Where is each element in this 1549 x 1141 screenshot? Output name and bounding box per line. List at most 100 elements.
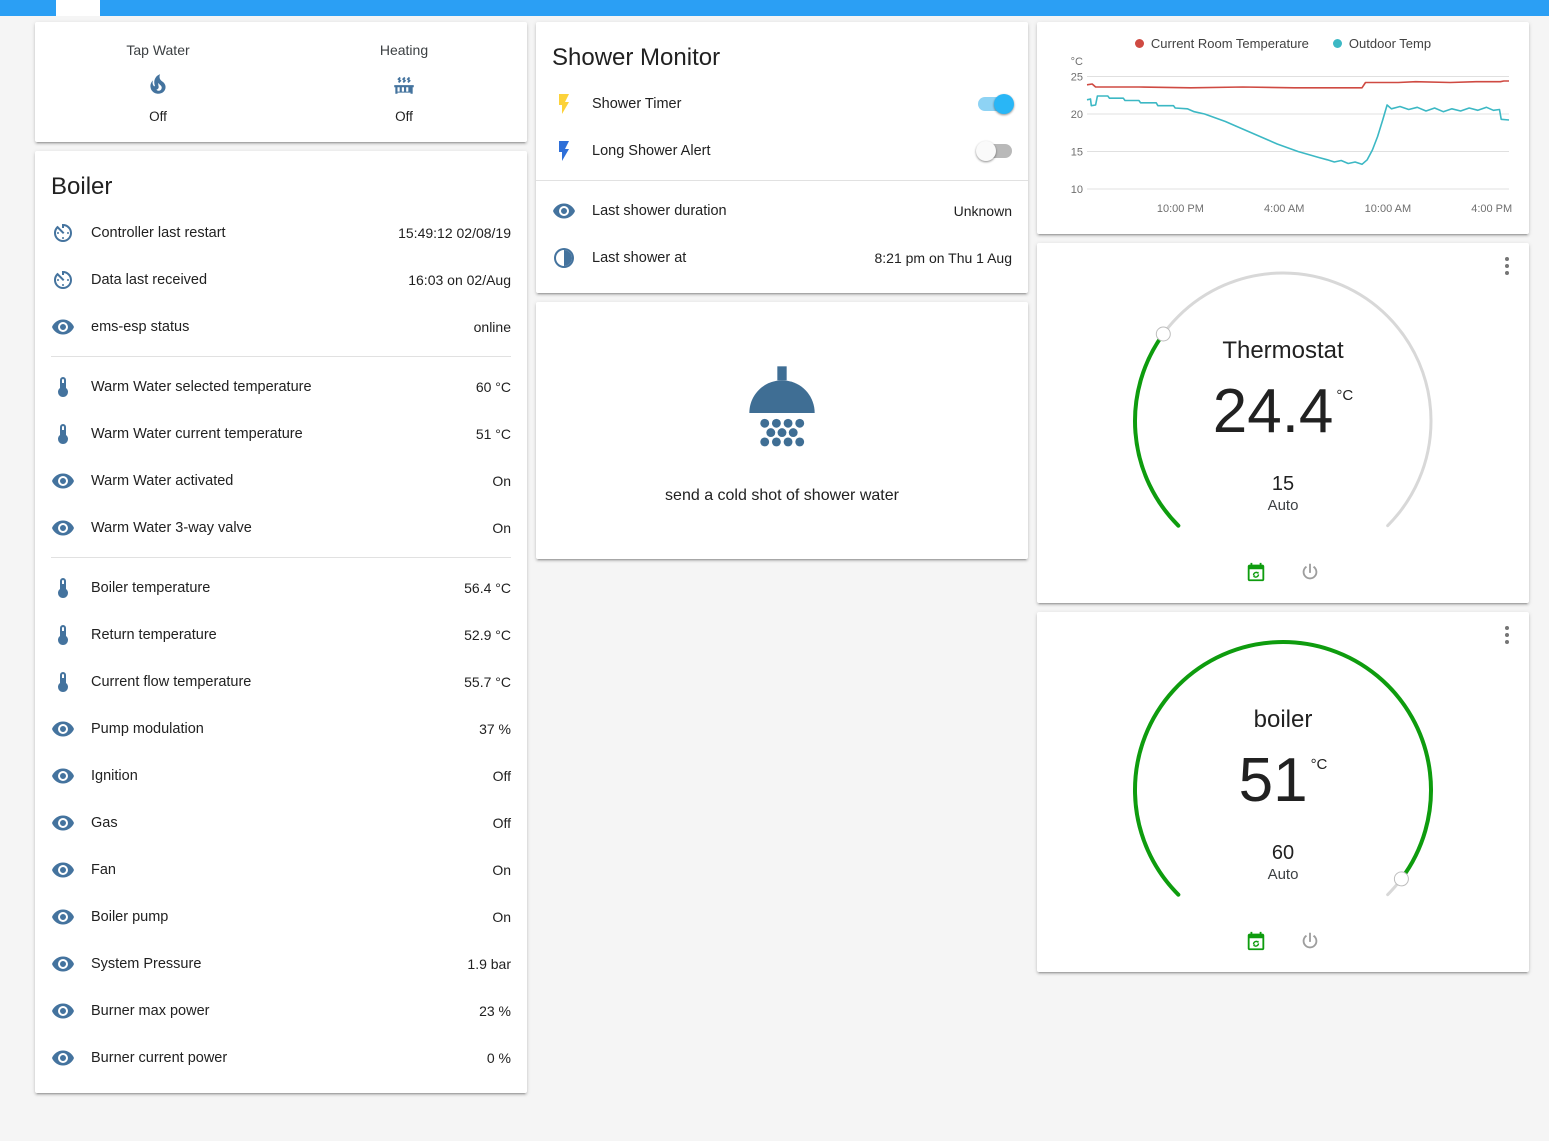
entity-name: Ignition xyxy=(91,767,138,784)
glance-card: Tap Water Off Heating Off xyxy=(35,22,527,142)
dial-handle[interactable] xyxy=(1155,326,1171,342)
divider xyxy=(51,356,511,357)
temperature-dial: Thermostat 24.4 °C 15 Auto xyxy=(1127,265,1439,577)
dial-actions xyxy=(1037,930,1529,952)
dial-actions xyxy=(1037,561,1529,583)
entity-row[interactable]: Data last received 16:03 on 02/Aug xyxy=(51,256,511,303)
entity-name: Warm Water activated xyxy=(91,472,234,489)
card-title: Shower Monitor xyxy=(552,44,721,71)
temperature-unit: °C xyxy=(1310,756,1328,773)
entity-value: 0 % xyxy=(486,1049,511,1066)
power-icon[interactable] xyxy=(1299,561,1321,583)
glance-label: Heating xyxy=(379,42,429,58)
entity-row[interactable]: Long Shower Alert xyxy=(552,127,1012,174)
temperature-dial: boiler 51 °C 60 Auto xyxy=(1127,634,1439,946)
entity-row[interactable]: Controller last restart 15:49:12 02/08/19 xyxy=(51,209,511,256)
entity-row[interactable]: Boiler pump On xyxy=(51,893,511,940)
entity-row[interactable]: Warm Water activated On xyxy=(51,457,511,504)
entity-name: Last shower duration xyxy=(592,202,727,219)
entity-name: Controller last restart xyxy=(91,224,226,241)
entity-row[interactable]: ems-esp status online xyxy=(51,303,511,350)
top-app-bar xyxy=(0,0,1549,16)
legend-dot xyxy=(1332,39,1342,48)
entity-value: 55.7 °C xyxy=(464,673,511,690)
entity-name: Last shower at xyxy=(592,249,687,266)
eye-icon xyxy=(51,764,75,788)
entity-value: 8:21 pm on Thu 1 Aug xyxy=(874,249,1012,266)
entity-list: Controller last restart 15:49:12 02/08/19… xyxy=(35,209,527,1093)
entity-row[interactable]: Return temperature 52.9 °C xyxy=(51,611,511,658)
eye-icon xyxy=(51,469,75,493)
av-timer-icon xyxy=(51,268,75,292)
entity-name: Warm Water current temperature xyxy=(91,425,303,442)
svg-text:20: 20 xyxy=(1071,109,1083,121)
eye-icon xyxy=(51,858,75,882)
current-temperature: 24.4 °C xyxy=(1212,377,1354,446)
more-options-button[interactable] xyxy=(1503,624,1511,649)
toggle-switch[interactable] xyxy=(978,93,1014,114)
svg-text:4:00 AM: 4:00 AM xyxy=(1264,203,1304,215)
current-temperature: 51 °C xyxy=(1238,746,1328,815)
entity-row[interactable]: Burner current power 0 % xyxy=(51,1034,511,1081)
entity-value: 60 °C xyxy=(475,378,511,395)
hvac-mode: Auto xyxy=(1267,497,1299,514)
svg-text:10: 10 xyxy=(1071,184,1083,196)
thermostat-card: Thermostat 24.4 °C 15 Auto xyxy=(1037,243,1529,603)
boiler-entities-card: Boiler Controller last restart 15:49:12 0… xyxy=(35,151,527,1093)
glance-item[interactable]: Tap Water Off xyxy=(35,42,281,124)
entity-value: Unknown xyxy=(953,202,1012,219)
entity-name: Burner max power xyxy=(91,1002,210,1019)
entity-row[interactable]: Shower Timer xyxy=(552,80,1014,127)
shower-button-card[interactable]: send a cold shot of shower water xyxy=(536,302,1028,559)
entity-row[interactable]: Warm Water 3-way valve On xyxy=(51,504,511,551)
entity-row[interactable]: System Pressure 1.9 bar xyxy=(51,940,511,987)
setpoint-temperature[interactable]: 60 xyxy=(1271,842,1295,864)
divider xyxy=(51,557,511,558)
entity-value: 52.9 °C xyxy=(464,626,511,643)
entity-name: System Pressure xyxy=(91,955,202,972)
entity-row[interactable]: Pump modulation 37 % xyxy=(51,705,511,752)
calendar-sync-icon[interactable] xyxy=(1245,561,1267,583)
dial-title: boiler xyxy=(1253,706,1313,733)
entity-value: 23 % xyxy=(479,1002,511,1019)
entity-row[interactable]: Burner max power 23 % xyxy=(51,987,511,1034)
thermometer-icon xyxy=(51,422,75,446)
flash-blue-icon xyxy=(552,139,576,163)
entity-name: Warm Water selected temperature xyxy=(91,378,312,395)
toggle-switch[interactable] xyxy=(976,140,1012,161)
entity-name: Boiler pump xyxy=(91,908,169,925)
entity-row[interactable]: Boiler temperature 56.4 °C xyxy=(51,564,511,611)
entity-value: 51 °C xyxy=(475,425,511,442)
toggle-knob xyxy=(976,140,996,161)
svg-text:10:00 AM: 10:00 AM xyxy=(1365,203,1411,215)
entity-name: Burner current power xyxy=(91,1049,228,1066)
boiler-dial-card: boiler 51 °C 60 Auto xyxy=(1037,612,1529,972)
entity-row[interactable]: Ignition Off xyxy=(51,752,511,799)
calendar-sync-icon[interactable] xyxy=(1245,930,1267,952)
active-tab-indicator[interactable] xyxy=(56,0,100,16)
radiator-icon xyxy=(391,71,417,97)
divider xyxy=(536,180,1028,181)
moon-icon xyxy=(552,246,576,270)
dial-text: boiler 51 °C 60 Auto xyxy=(1127,634,1439,946)
column-left: Tap Water Off Heating Off Boiler Controller… xyxy=(35,22,527,1093)
entity-row[interactable]: Last shower at 8:21 pm on Thu 1 Aug xyxy=(552,234,1012,281)
legend-dot xyxy=(1134,39,1144,48)
entity-value: 37 % xyxy=(479,720,511,737)
entity-row[interactable]: Current flow temperature 55.7 °C xyxy=(51,658,511,705)
entity-value: 56.4 °C xyxy=(464,579,511,596)
entity-value: 16:03 on 02/Aug xyxy=(408,271,511,288)
svg-text:4:00 PM: 4:00 PM xyxy=(1471,203,1512,215)
entity-row[interactable]: Fan On xyxy=(51,846,511,893)
power-icon[interactable] xyxy=(1299,930,1321,952)
entity-row[interactable]: Last shower duration Unknown xyxy=(552,187,1012,234)
more-options-button[interactable] xyxy=(1503,255,1511,280)
entity-row[interactable]: Gas Off xyxy=(51,799,511,846)
svg-text:25: 25 xyxy=(1071,72,1083,84)
entity-row[interactable]: Warm Water selected temperature 60 °C xyxy=(51,363,511,410)
dial-handle[interactable] xyxy=(1393,871,1409,887)
glance-item[interactable]: Heating Off xyxy=(281,42,527,124)
setpoint-temperature[interactable]: 15 xyxy=(1271,473,1295,495)
entity-row[interactable]: Warm Water current temperature 51 °C xyxy=(51,410,511,457)
entity-value: On xyxy=(492,861,511,878)
